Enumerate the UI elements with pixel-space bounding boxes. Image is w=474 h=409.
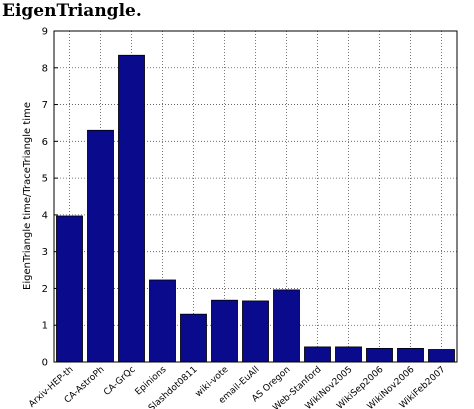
y-tick-label: 2 <box>42 284 48 295</box>
bar <box>428 349 455 363</box>
bar <box>304 346 331 363</box>
y-tick-label: 1 <box>42 321 48 332</box>
x-tick-label: CA-GrQc <box>102 365 137 398</box>
bar <box>242 300 269 363</box>
y-tick-label: 4 <box>42 210 48 221</box>
y-tick-label: 9 <box>42 27 48 38</box>
y-tick-label: 5 <box>42 174 48 185</box>
y-tick-label: 0 <box>42 358 48 369</box>
plot-frame <box>53 30 458 363</box>
bar <box>87 129 114 363</box>
bar <box>149 279 176 363</box>
bar <box>335 346 362 363</box>
y-tick-label: 6 <box>42 137 48 148</box>
bar <box>118 54 145 363</box>
y-axis-label: EigenTriangle time/TraceTriangle time <box>22 102 33 290</box>
bar <box>273 289 300 363</box>
bar <box>56 215 83 363</box>
bar <box>366 347 393 363</box>
bar <box>211 299 238 363</box>
y-tick-label: 8 <box>42 63 48 74</box>
bar <box>397 347 424 363</box>
y-tick-label: 3 <box>42 247 48 258</box>
y-tick-label: 7 <box>42 100 48 111</box>
bar <box>180 313 207 363</box>
chart-title: EigenTriangle. <box>2 1 142 21</box>
